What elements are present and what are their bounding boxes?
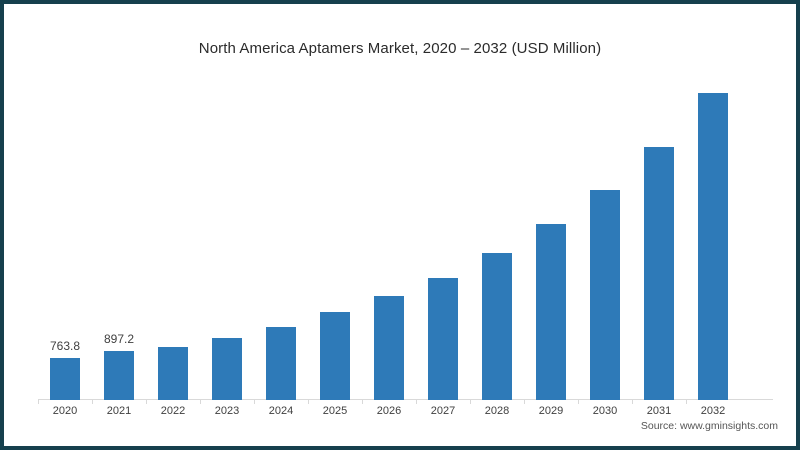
x-axis-tick-2026	[362, 400, 363, 404]
bar-2030[interactable]	[590, 190, 620, 400]
bar-group-2023	[200, 75, 254, 404]
bar-group-2026	[362, 75, 416, 404]
x-axis-label-2032: 2032	[700, 405, 726, 417]
bar-2027[interactable]	[428, 278, 458, 400]
x-axis-tick-2024	[254, 400, 255, 404]
x-axis-tick-2022	[146, 400, 147, 404]
bar-group-2024	[254, 75, 308, 404]
x-axis-tick-2020	[38, 400, 39, 404]
bar-group-2028	[470, 75, 524, 404]
x-axis-line	[38, 399, 773, 400]
bar-value-label-2021: 897.2	[103, 332, 135, 346]
bar-2031[interactable]	[644, 147, 674, 400]
x-axis-tick-2023	[200, 400, 201, 404]
bar-2028[interactable]	[482, 253, 512, 400]
x-axis-label-2021: 2021	[106, 405, 132, 417]
bar-group-2025	[308, 75, 362, 404]
x-axis-tick-2031	[632, 400, 633, 404]
x-axis-label-2027: 2027	[430, 405, 456, 417]
bar-2023[interactable]	[212, 338, 242, 400]
bar-2029[interactable]	[536, 224, 566, 400]
x-axis-label-2024: 2024	[268, 405, 294, 417]
x-axis-label-2030: 2030	[592, 405, 618, 417]
bar-group-2030	[578, 75, 632, 404]
x-axis-label-2031: 2031	[646, 405, 672, 417]
x-axis-label-2025: 2025	[322, 405, 348, 417]
bar-group-2022	[146, 75, 200, 404]
x-axis-label-2028: 2028	[484, 405, 510, 417]
x-axis-tick-2028	[470, 400, 471, 404]
x-axis-tick-2021	[92, 400, 93, 404]
x-axis-label-2020: 2020	[52, 405, 78, 417]
bar-group-2021: 897.2	[92, 75, 146, 404]
x-axis-tick-2029	[524, 400, 525, 404]
plot-area: 763.8 2020 897.2 2021 2022 2023 2024 2025 2026 20…	[30, 75, 775, 417]
bar-2024[interactable]	[266, 327, 296, 400]
x-axis-label-2022: 2022	[160, 405, 186, 417]
bar-2032[interactable]	[698, 93, 728, 400]
bar-2026[interactable]	[374, 296, 404, 400]
bar-2025[interactable]	[320, 312, 350, 400]
bar-2020[interactable]	[50, 358, 80, 400]
bar-group-2029	[524, 75, 578, 404]
x-axis-label-2026: 2026	[376, 405, 402, 417]
x-axis-tick-2032	[686, 400, 687, 404]
bar-value-label-2020: 763.8	[49, 339, 81, 353]
page-title: North America Aptamers Market, 2020 – 20…	[198, 40, 602, 57]
x-axis-tick-2030	[578, 400, 579, 404]
x-axis-tick-2027	[416, 400, 417, 404]
bar-group-2031	[632, 75, 686, 404]
x-axis-label-2029: 2029	[538, 405, 564, 417]
bar-group-2020: 763.8	[38, 75, 92, 404]
bar-2022[interactable]	[158, 347, 188, 400]
source-note: Source: www.gminsights.com	[640, 420, 778, 432]
bar-group-2032	[686, 75, 740, 404]
x-axis-tick-2025	[308, 400, 309, 404]
bar-2021[interactable]	[104, 351, 134, 400]
bar-group-2027	[416, 75, 470, 404]
x-axis-label-2023: 2023	[214, 405, 240, 417]
